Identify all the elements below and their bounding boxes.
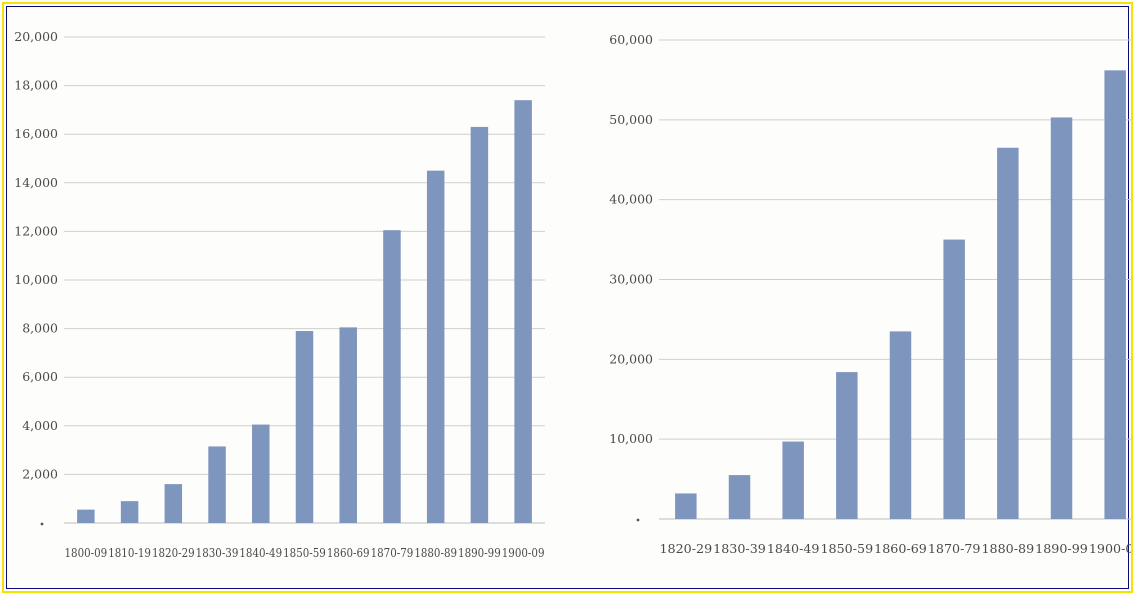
y-tick-label: 60,000	[609, 32, 653, 47]
chart-left: 2,000 4,000 6,000 8,000 10,000 12,000 14,000 16…	[14, 29, 545, 560]
x-tick-label: 1840-49	[767, 541, 820, 556]
bar	[1050, 117, 1073, 519]
y-axis-origin-dot	[40, 522, 44, 526]
y-tick-label: 12,000	[14, 223, 58, 238]
bar	[164, 484, 183, 523]
bar	[675, 493, 697, 519]
bar	[997, 147, 1019, 519]
x-tick-label: 1830-39	[713, 541, 766, 556]
x-tick-label: 1800-09	[64, 545, 107, 560]
x-tick-label: 1880-89	[414, 545, 457, 560]
bar	[426, 170, 445, 523]
x-tick-label: 1900-09	[502, 545, 545, 560]
y-tick-label: 16,000	[14, 126, 58, 141]
bar	[295, 331, 314, 523]
bar	[943, 239, 965, 519]
y-tick-label: 14,000	[14, 175, 58, 190]
chart-right: 10,000 20,000 30,000 40,000 50,000 60,000 1820…	[609, 32, 1133, 556]
figure-inner-border	[6, 6, 1129, 589]
x-tick-label: 1870-79	[371, 545, 414, 560]
bar	[383, 230, 401, 523]
bar	[120, 501, 139, 523]
x-tick-label: 1810-19	[108, 545, 151, 560]
y-tick-label: 18,000	[14, 78, 58, 93]
x-tick-label: 1870-79	[928, 541, 981, 556]
x-tick-label: 1900-09	[1089, 541, 1133, 556]
bar	[836, 372, 858, 519]
y-tick-label: 6,000	[22, 369, 58, 384]
bar	[77, 509, 95, 523]
y-tick-label: 30,000	[609, 272, 653, 287]
bar	[470, 126, 489, 523]
y-tick-label: 50,000	[609, 112, 653, 127]
x-tick-label: 1890-99	[1035, 541, 1088, 556]
y-tick-label: 8,000	[22, 321, 58, 336]
bar	[728, 475, 751, 519]
x-tick-label: 1850-59	[283, 545, 326, 560]
bar	[782, 441, 804, 519]
y-tick-label: 10,000	[609, 431, 653, 446]
x-tick-label: 1840-49	[239, 545, 282, 560]
bar	[889, 331, 912, 519]
y-tick-label: 20,000	[14, 29, 58, 44]
x-tick-label: 1830-39	[196, 545, 239, 560]
bar	[1104, 70, 1126, 519]
x-tick-label: 1820-29	[659, 541, 712, 556]
y-axis-origin-dot	[636, 518, 640, 522]
x-tick-label: 1860-69	[327, 545, 370, 560]
bar	[208, 446, 226, 523]
y-tick-label: 10,000	[14, 272, 58, 287]
y-tick-label: 20,000	[609, 351, 653, 366]
bar	[252, 424, 270, 523]
x-tick-label: 1850-59	[820, 541, 873, 556]
y-tick-label: 40,000	[609, 192, 653, 207]
bar	[339, 327, 357, 523]
x-tick-label: 1820-29	[152, 545, 195, 560]
bar	[514, 100, 532, 524]
x-tick-label: 1890-99	[458, 545, 501, 560]
x-tick-label: 1880-89	[981, 541, 1034, 556]
y-tick-label: 2,000	[22, 466, 58, 481]
x-tick-label: 1860-69	[874, 541, 927, 556]
y-tick-label: 4,000	[22, 418, 58, 433]
